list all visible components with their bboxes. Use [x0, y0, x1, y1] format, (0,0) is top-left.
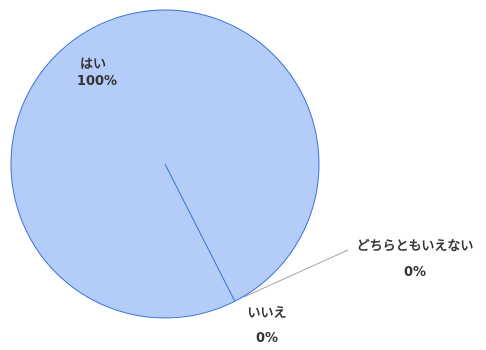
leader-line-dochira	[243, 249, 349, 298]
slice-value-hai: 100%	[77, 74, 117, 89]
slice-label-iie: いいえ	[247, 306, 286, 321]
pie-slice-boundary	[164, 163, 236, 302]
slice-label-dochira: どちらともいえない	[357, 239, 474, 254]
slice-value-dochira: 0%	[404, 265, 426, 280]
slice-label-hai: はい	[80, 57, 106, 72]
slice-value-iie: 0%	[256, 331, 278, 346]
pie-slices	[10, 9, 320, 319]
